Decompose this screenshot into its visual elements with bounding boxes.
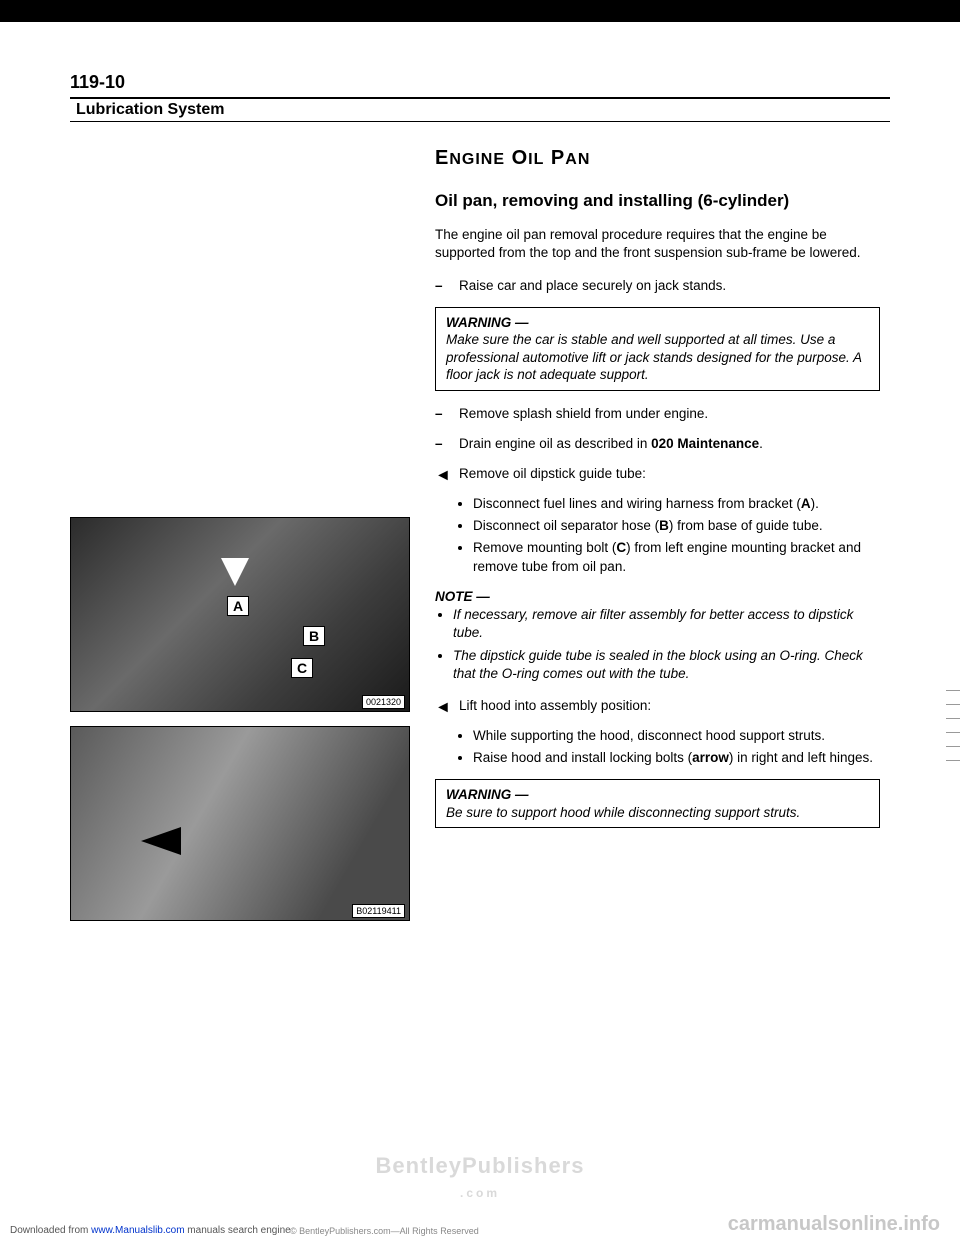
warning-title: WARNING — xyxy=(446,787,529,802)
footer-download: Downloaded from www.Manualslib.com manua… xyxy=(10,1225,291,1236)
hood-bullets: While supporting the hood, disconnect ho… xyxy=(435,727,880,767)
step-text: Raise car and place securely on jack sta… xyxy=(459,277,880,295)
step-drain-oil: – Drain engine oil as described in 020 M… xyxy=(435,435,880,453)
step-lift-hood: ◄ Lift hood into assembly position: xyxy=(435,697,880,719)
figure-2: B02119411 xyxy=(70,726,410,921)
callout-c: C xyxy=(291,658,313,678)
step-text: Remove oil dipstick guide tube: xyxy=(459,465,880,487)
dash-icon: – xyxy=(435,435,459,453)
list-item: If necessary, remove air filter assembly… xyxy=(453,606,880,642)
warning-body: Make sure the car is stable and well sup… xyxy=(446,332,861,382)
list-item: Remove mounting bolt (C) from left engin… xyxy=(473,539,880,575)
note-list: If necessary, remove air filter assembly… xyxy=(435,606,880,683)
figures-column: A B C 0021320 B02119411 xyxy=(70,147,410,935)
step-remove-shield: – Remove splash shield from under engine… xyxy=(435,405,880,423)
callout-b: B xyxy=(303,626,325,646)
note-title: NOTE — xyxy=(435,589,490,604)
list-item: Disconnect oil separator hose (B) from b… xyxy=(473,517,880,535)
page-number: 119-10 xyxy=(70,72,890,93)
warning-body: Be sure to support hood while disconnect… xyxy=(446,805,800,820)
warning-title: WARNING — xyxy=(446,315,529,330)
triangle-icon: ◄ xyxy=(435,465,459,487)
text-column: ENGINE OIL PAN Oil pan, removing and ins… xyxy=(435,147,890,935)
top-black-bar xyxy=(0,0,960,22)
arrow-left-icon xyxy=(141,827,181,855)
intro-paragraph: The engine oil pan removal procedure req… xyxy=(435,226,880,262)
arrow-down-icon xyxy=(221,558,249,586)
footer-copyright: © BentleyPublishers.com—All Rights Reser… xyxy=(290,1226,479,1236)
step-remove-dipstick: ◄ Remove oil dipstick guide tube: xyxy=(435,465,880,487)
dipstick-bullets: Disconnect fuel lines and wiring harness… xyxy=(435,495,880,576)
content-columns: A B C 0021320 B02119411 ENGINE OIL PAN O… xyxy=(70,147,890,935)
list-item: Raise hood and install locking bolts (ar… xyxy=(473,749,880,767)
publisher-watermark: BentleyPublishers .com xyxy=(376,1154,585,1202)
figure-2-number: B02119411 xyxy=(352,904,405,918)
warning-box-1: WARNING — Make sure the car is stable an… xyxy=(435,307,880,391)
list-item: While supporting the hood, disconnect ho… xyxy=(473,727,880,745)
section-title-bar: Lubrication System xyxy=(70,97,890,122)
callout-a: A xyxy=(227,596,249,616)
list-item: Disconnect fuel lines and wiring harness… xyxy=(473,495,880,513)
warning-box-2: WARNING — Be sure to support hood while … xyxy=(435,779,880,828)
manualslib-link[interactable]: www.Manualslib.com xyxy=(91,1225,184,1236)
step-raise-car: – Raise car and place securely on jack s… xyxy=(435,277,880,295)
right-margin-ticks xyxy=(946,690,960,774)
step-text: Drain engine oil as described in 020 Mai… xyxy=(459,435,880,453)
site-watermark: carmanualsonline.info xyxy=(728,1213,940,1236)
figure-1: A B C 0021320 xyxy=(70,517,410,712)
step-text: Remove splash shield from under engine. xyxy=(459,405,880,423)
main-heading: ENGINE OIL PAN xyxy=(435,147,880,170)
list-item: The dipstick guide tube is sealed in the… xyxy=(453,647,880,683)
step-text: Lift hood into assembly position: xyxy=(459,697,880,719)
figure-1-number: 0021320 xyxy=(362,695,405,709)
section-title: Lubrication System xyxy=(76,101,224,118)
dash-icon: – xyxy=(435,277,459,295)
dash-icon: – xyxy=(435,405,459,423)
note-block: NOTE — If necessary, remove air filter a… xyxy=(435,588,880,683)
page-content: 119-10 Lubrication System A B C 0021320 … xyxy=(0,22,960,955)
sub-heading: Oil pan, removing and installing (6-cyli… xyxy=(435,190,880,212)
triangle-icon: ◄ xyxy=(435,697,459,719)
